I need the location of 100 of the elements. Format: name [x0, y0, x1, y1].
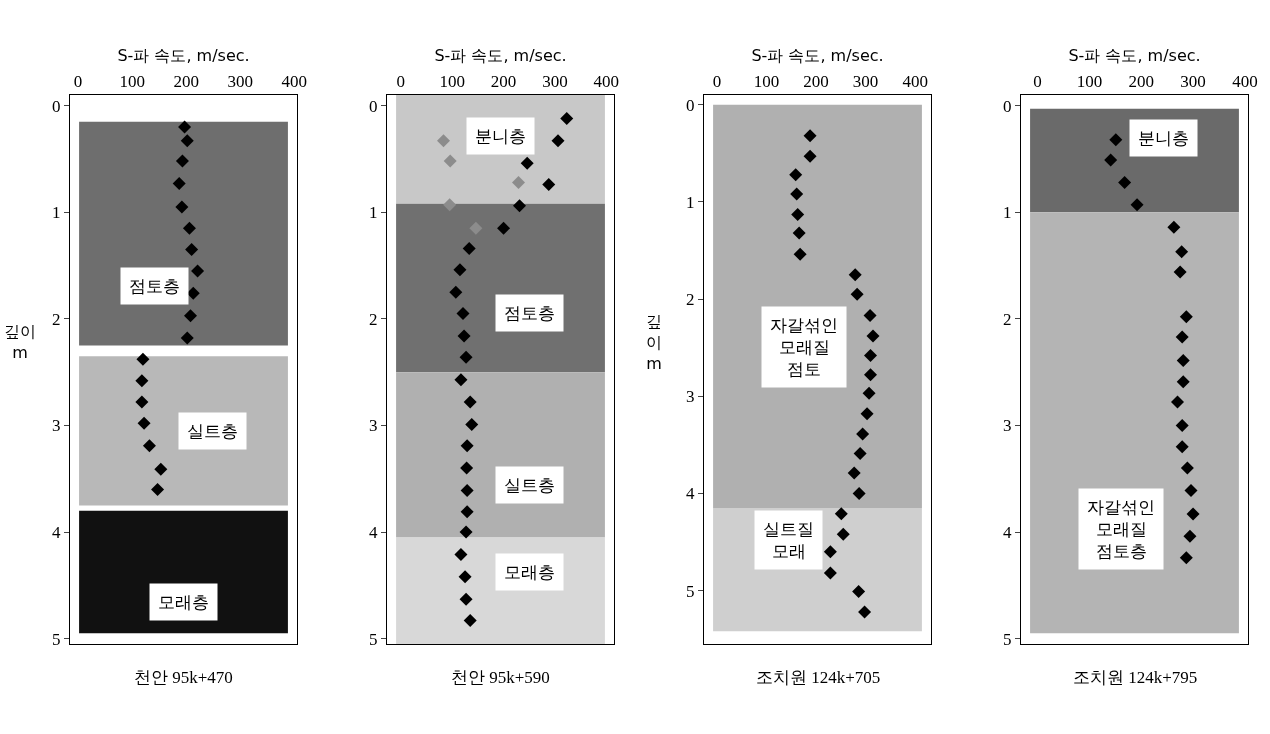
y-tick-label: 1 [369, 203, 378, 223]
point [185, 243, 199, 257]
x-tick-label: 0 [73, 72, 83, 92]
point [803, 129, 817, 143]
point [1171, 395, 1185, 409]
point [463, 614, 477, 628]
x-tick-label: 400 [1232, 72, 1258, 92]
point [459, 350, 473, 364]
point [856, 427, 870, 441]
point [469, 221, 483, 235]
point [513, 199, 526, 213]
point [182, 221, 196, 235]
y-tick-label: 3 [686, 387, 695, 407]
point [454, 373, 468, 387]
point [1130, 198, 1144, 212]
point [135, 395, 149, 409]
point [836, 527, 850, 541]
x-axis-title: S-파 속도, m/sec. [434, 46, 567, 66]
point [551, 134, 565, 148]
point [186, 286, 200, 300]
point [178, 120, 192, 134]
point [465, 417, 479, 431]
y-tick-label: 0 [52, 96, 61, 116]
point [436, 134, 450, 148]
x-tick-label: 100 [1076, 72, 1103, 92]
y-tick-label: 1 [1003, 203, 1012, 223]
text: 조치원 124k+705 [756, 668, 881, 687]
y-tick-label: 3 [369, 416, 378, 436]
point [1175, 245, 1189, 259]
point [462, 242, 476, 256]
point [456, 307, 470, 321]
band-label: 점토층 [504, 303, 555, 323]
x-tick-label: 0 [1033, 72, 1042, 92]
point [184, 309, 198, 323]
point [862, 386, 876, 400]
x-tick-label: 200 [173, 72, 199, 92]
y-tick-label: 2 [686, 290, 695, 309]
y-tick-label: 5 [369, 629, 378, 649]
point [1176, 375, 1190, 389]
point [460, 483, 474, 497]
point [1175, 418, 1189, 432]
point [1167, 220, 1181, 234]
point [172, 176, 186, 190]
point [1175, 440, 1189, 454]
y-axis-title: 깊 이 m [646, 312, 662, 373]
point [460, 439, 474, 453]
band-label: 실트층 [504, 475, 555, 495]
y-tick-label: 1 [52, 203, 61, 223]
y-tick-label: 0 [369, 96, 378, 116]
y-tick-label: 0 [1003, 96, 1012, 116]
point [864, 348, 878, 362]
point [847, 466, 861, 480]
point [180, 134, 194, 148]
x-tick-label: 300 [1180, 72, 1206, 92]
point [460, 505, 474, 519]
y-tick-label: 5 [686, 581, 695, 601]
y-tick-label: 2 [52, 309, 61, 329]
point [463, 395, 477, 409]
point [175, 154, 189, 168]
point [1184, 483, 1198, 497]
band-label: 모래층 [504, 562, 555, 582]
point [560, 111, 574, 125]
band-label: 실트층 [187, 421, 238, 441]
band-label: 모래층 [158, 592, 209, 612]
x-tick-label: 300 [227, 72, 253, 92]
band-label: 분니층 [1138, 128, 1189, 148]
text: 천안 95k+470 [134, 668, 233, 687]
point [180, 331, 194, 345]
y-tick-label: 0 [686, 95, 695, 115]
y-tick-label: 5 [1003, 629, 1012, 649]
point [154, 462, 168, 476]
point [459, 525, 473, 539]
y-tick-label: 4 [52, 523, 62, 543]
point [449, 285, 463, 299]
x-tick-label: 300 [852, 72, 879, 92]
point [850, 287, 864, 301]
point [1118, 175, 1132, 189]
y-axis-title: 깊이 m [4, 322, 36, 362]
y-tick-label: 4 [686, 484, 696, 504]
x-tick-label: 100 [439, 72, 465, 92]
point [1176, 353, 1190, 367]
point [1175, 330, 1189, 344]
x-tick-label: 400 [902, 72, 928, 92]
point [858, 605, 872, 619]
point [852, 585, 866, 599]
point [459, 592, 473, 606]
x-tick-label: 300 [542, 72, 568, 92]
point [151, 482, 165, 496]
y-tick-label: 4 [369, 523, 379, 543]
point [1179, 310, 1193, 324]
point [1104, 153, 1118, 167]
point [1173, 265, 1187, 279]
point [793, 247, 807, 261]
point [792, 226, 806, 240]
x-tick-label: 100 [119, 72, 145, 92]
point [1109, 133, 1123, 147]
y-tick-label: 1 [686, 192, 695, 212]
point [443, 154, 457, 168]
point [453, 263, 467, 277]
point [866, 329, 880, 343]
